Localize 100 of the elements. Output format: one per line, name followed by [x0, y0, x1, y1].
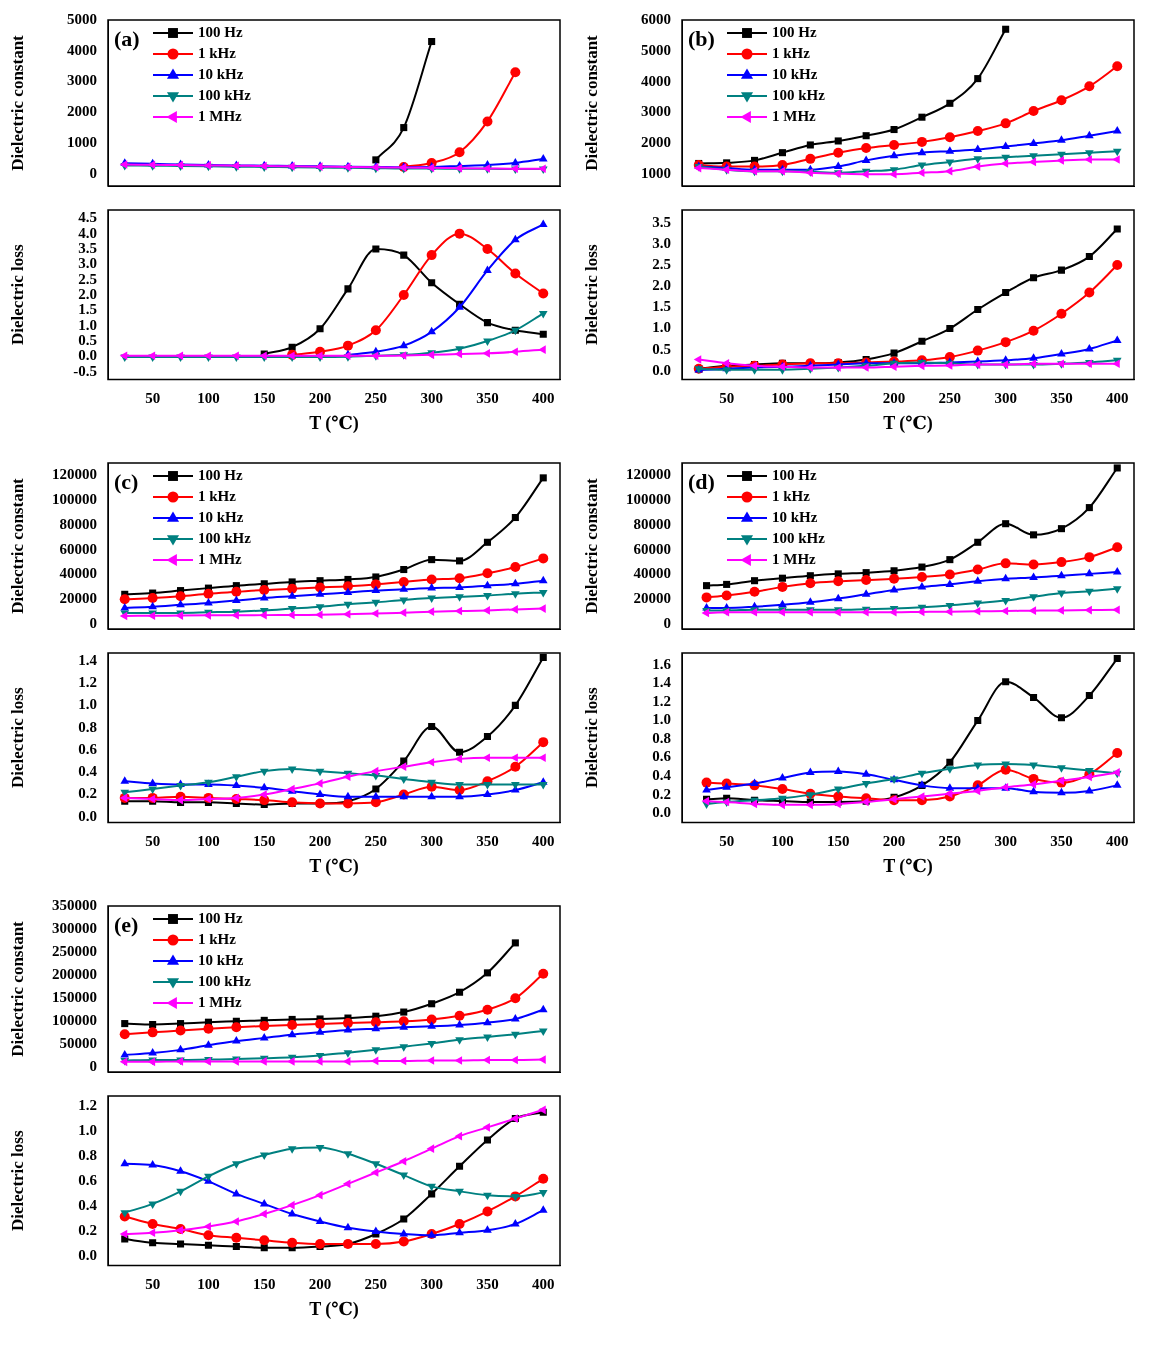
y-axis-title: Dielectric constant: [581, 477, 601, 614]
y-tick-label: 0.6: [652, 748, 672, 765]
y-axis-title: Dielectric loss: [581, 244, 601, 345]
x-tick-label: 100: [771, 390, 794, 407]
y-axis-title: Dielectric loss: [581, 687, 601, 788]
legend-label: 1 kHz: [198, 930, 237, 947]
y-tick-label: 80000: [59, 515, 97, 532]
y-tick-label: 0.4: [652, 766, 672, 783]
x-tick-label: 400: [1106, 833, 1129, 850]
y-tick-label: 0.2: [652, 785, 671, 802]
y-tick-label: 100000: [52, 491, 97, 508]
x-tick-label: 350: [476, 1276, 499, 1293]
legend-label: 100 kHz: [198, 86, 252, 103]
legend-label: 10 kHz: [198, 508, 244, 525]
x-tick-label: 150: [827, 833, 850, 850]
legend-label: 100 kHz: [198, 972, 252, 989]
y-tick-label: 1.5: [78, 301, 97, 318]
legend-label: 100 kHz: [772, 86, 826, 103]
y-tick-label: 0.0: [652, 361, 671, 378]
legend-label: 10 kHz: [772, 65, 818, 82]
y-tick-label: 0.6: [78, 740, 98, 757]
y-tick-label: 5000: [641, 41, 671, 58]
x-axis-title: T (℃): [309, 1298, 359, 1320]
y-tick-label: 0.2: [78, 1222, 97, 1239]
y-tick-label: 4.0: [78, 224, 97, 241]
y-tick-label: 20000: [59, 590, 97, 607]
x-tick-label: 50: [145, 833, 161, 850]
legend-label: 1 kHz: [198, 487, 237, 504]
x-tick-label: 100: [197, 390, 220, 407]
y-tick-label: 1.4: [78, 651, 98, 668]
y-tick-label: 120000: [52, 466, 97, 483]
y-tick-label: 2000: [67, 103, 97, 120]
y-tick-label: 150000: [52, 989, 97, 1006]
y-tick-label: 0.0: [78, 1247, 97, 1264]
y-tick-label: 0.8: [78, 1147, 97, 1164]
y-tick-label: 0.5: [78, 331, 97, 348]
legend-label: 10 kHz: [198, 951, 244, 968]
x-tick-label: 200: [882, 390, 906, 407]
y-tick-label: 1.0: [78, 1122, 97, 1139]
x-tick-label: 50: [145, 1276, 161, 1293]
y-tick-label: 1.0: [78, 696, 97, 713]
legend-label: 100 Hz: [198, 23, 243, 40]
y-tick-label: 100000: [626, 491, 671, 508]
x-axis-title: T (℃): [883, 412, 933, 434]
x-tick-label: 150: [827, 390, 850, 407]
y-tick-label: 3.5: [78, 239, 97, 256]
x-tick-label: 200: [882, 833, 906, 850]
y-tick-label: 0.0: [652, 804, 671, 821]
legend-label: 1 MHz: [198, 107, 243, 124]
y-tick-label: -0.5: [73, 362, 97, 379]
y-tick-label: 0.0: [78, 347, 97, 364]
y-tick-label: 1.0: [78, 316, 97, 333]
legend-label: 100 Hz: [772, 23, 817, 40]
y-tick-label: 50000: [59, 1035, 97, 1052]
annotation: (d): [688, 468, 715, 494]
y-tick-label: 0.4: [78, 763, 98, 780]
x-tick-label: 250: [364, 1276, 388, 1293]
y-tick-label: 5000: [67, 10, 97, 27]
x-tick-label: 100: [197, 1276, 220, 1293]
legend-label: 1 kHz: [198, 44, 237, 61]
x-tick-label: 250: [364, 833, 388, 850]
y-tick-label: 300000: [52, 919, 97, 936]
y-tick-label: 1.2: [652, 692, 671, 709]
y-tick-label: 4000: [641, 72, 671, 89]
y-tick-label: 2000: [641, 134, 671, 151]
y-tick-label: 4.5: [78, 209, 97, 226]
x-tick-label: 50: [719, 390, 735, 407]
y-tick-label: 60000: [59, 540, 97, 557]
y-tick-label: 250000: [52, 942, 97, 959]
x-tick-label: 250: [938, 833, 962, 850]
x-tick-label: 150: [253, 833, 276, 850]
x-axis-title: T (℃): [309, 412, 359, 434]
y-tick-label: 6000: [641, 10, 671, 27]
legend-label: 100 kHz: [198, 529, 252, 546]
y-axis-title: Dielectric constant: [7, 920, 27, 1057]
y-tick-label: 80000: [633, 515, 671, 532]
legend-label: 100 kHz: [772, 529, 826, 546]
y-tick-label: 40000: [59, 565, 97, 582]
x-tick-label: 200: [308, 833, 332, 850]
x-tick-label: 50: [145, 390, 161, 407]
x-tick-label: 400: [532, 390, 555, 407]
x-tick-label: 300: [994, 833, 1017, 850]
y-axis-title: Dielectric loss: [7, 1130, 27, 1231]
legend-label: 1 MHz: [772, 107, 817, 124]
y-tick-label: 4000: [67, 41, 97, 58]
y-tick-label: 3.0: [78, 255, 97, 272]
annotation: (b): [688, 25, 715, 51]
x-tick-label: 400: [1106, 390, 1129, 407]
legend-label: 1 MHz: [772, 550, 817, 567]
y-tick-label: 1000: [641, 165, 671, 182]
annotation: (e): [114, 911, 139, 937]
y-tick-label: 0.2: [78, 785, 97, 802]
annotation: (c): [114, 468, 139, 494]
x-tick-label: 400: [532, 1276, 555, 1293]
x-tick-label: 400: [532, 833, 555, 850]
y-tick-label: 3.5: [652, 213, 671, 230]
y-tick-label: 100000: [52, 1012, 97, 1029]
y-tick-label: 40000: [633, 565, 671, 582]
y-tick-label: 3.0: [652, 234, 671, 251]
x-tick-label: 350: [476, 390, 499, 407]
